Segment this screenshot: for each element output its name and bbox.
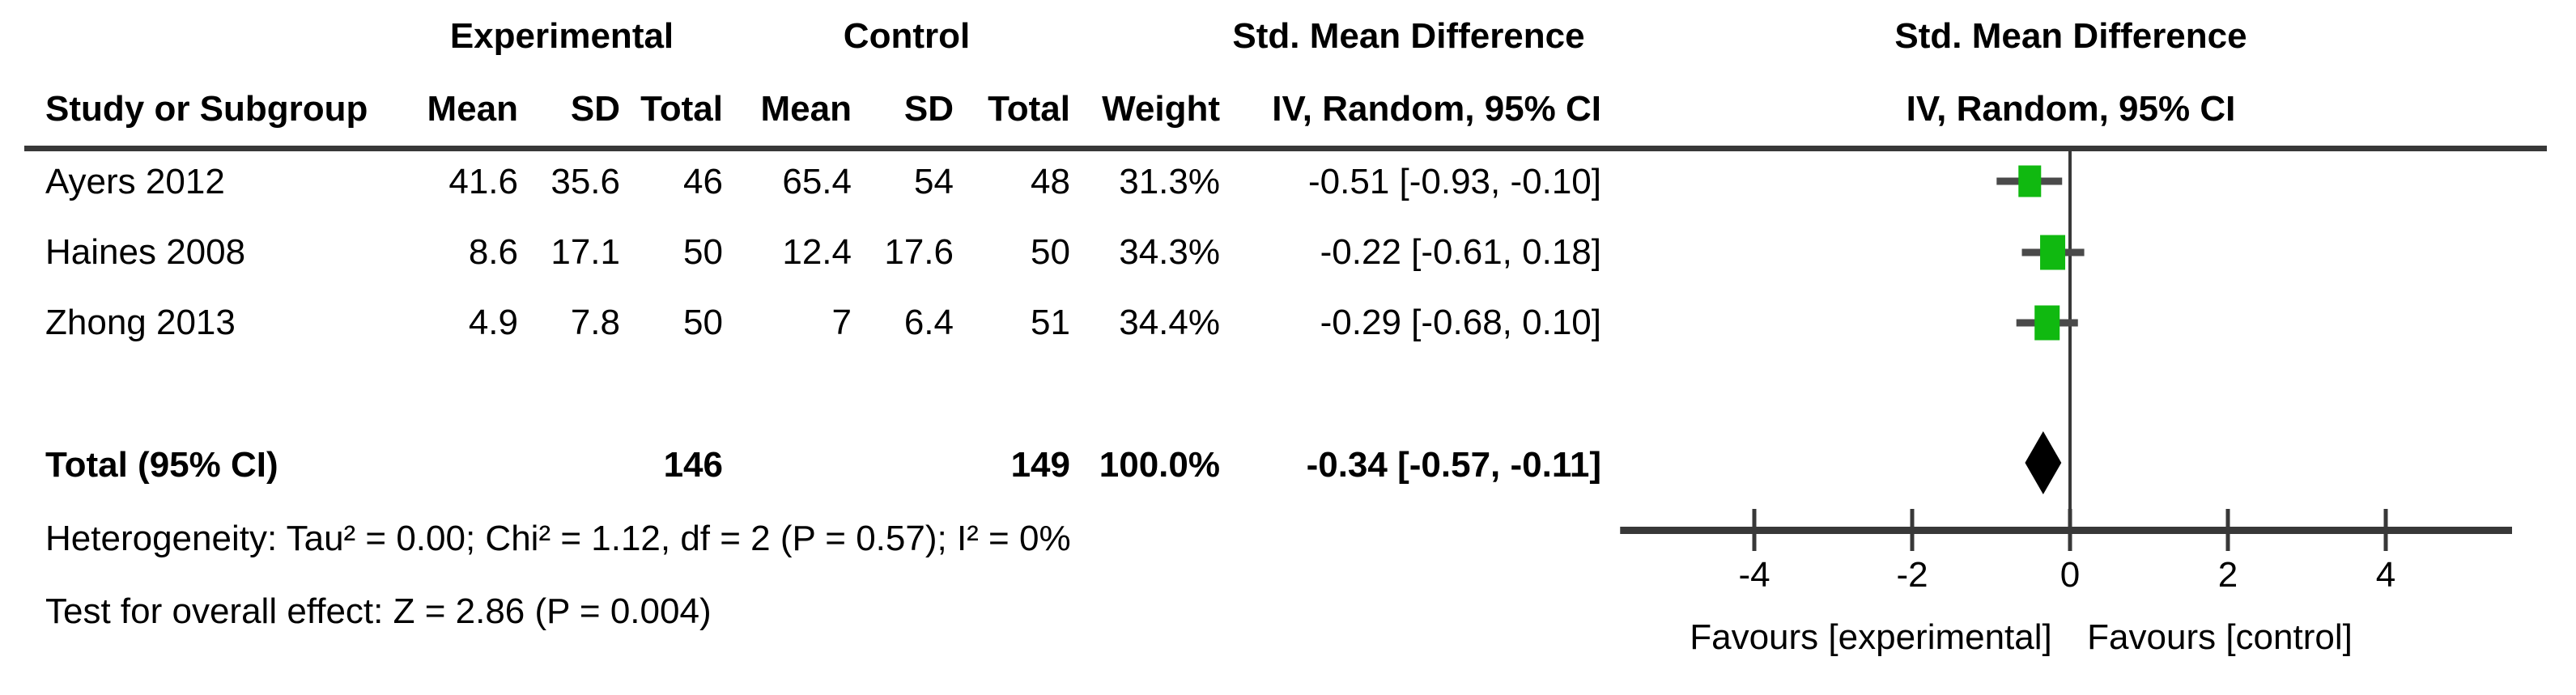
header-weight: Weight bbox=[1102, 89, 1220, 129]
header-smd-subtitle-plot: IV, Random, 95% CI bbox=[1906, 89, 2236, 129]
header-separator-line bbox=[24, 146, 2547, 151]
axis-tick-label: -4 bbox=[1738, 555, 1770, 595]
exp-total: 50 bbox=[683, 232, 723, 272]
smd-ci-text: -0.22 [-0.61, 0.18] bbox=[1320, 232, 1601, 272]
total-smd-ci-text: -0.34 [-0.57, -0.11] bbox=[1306, 445, 1601, 485]
header-exp-total: Total bbox=[640, 89, 723, 129]
header-exp-mean: Mean bbox=[427, 89, 518, 129]
exp-total: 50 bbox=[683, 303, 723, 342]
weight: 31.3% bbox=[1119, 162, 1220, 201]
effect-square-marker bbox=[2018, 165, 2042, 197]
header-smd-title-plot: Std. Mean Difference bbox=[1894, 16, 2247, 56]
axis-tick-label: 0 bbox=[2060, 555, 2081, 595]
study-name: Ayers 2012 bbox=[45, 162, 225, 201]
total-ctrl-total: 149 bbox=[1010, 445, 1070, 485]
header-ctrl-total: Total bbox=[988, 89, 1070, 129]
ctrl-sd: 17.6 bbox=[884, 232, 954, 272]
exp-mean: 41.6 bbox=[448, 162, 518, 201]
axis-tick-label: 4 bbox=[2375, 555, 2396, 595]
axis-tick-label: 2 bbox=[2217, 555, 2238, 595]
axis-tick bbox=[1752, 509, 1757, 551]
header-study-or-subgroup: Study or Subgroup bbox=[45, 89, 368, 129]
axis-tick bbox=[2068, 509, 2072, 551]
axis-tick-label: -2 bbox=[1896, 555, 1928, 595]
ctrl-mean: 65.4 bbox=[782, 162, 852, 201]
ctrl-total: 51 bbox=[1031, 303, 1070, 342]
header-smd-title-table: Std. Mean Difference bbox=[1232, 16, 1585, 56]
axis-tick bbox=[2225, 509, 2230, 551]
axis-tick bbox=[1910, 509, 1915, 551]
ctrl-mean: 12.4 bbox=[782, 232, 852, 272]
axis-line bbox=[1620, 527, 2512, 534]
ctrl-mean: 7 bbox=[831, 303, 852, 342]
header-smd-subtitle-table: IV, Random, 95% CI bbox=[1272, 89, 1601, 129]
smd-ci-text: -0.51 [-0.93, -0.10] bbox=[1308, 162, 1601, 201]
header-ctrl-sd: SD bbox=[903, 89, 954, 129]
exp-sd: 17.1 bbox=[550, 232, 620, 272]
effect-square-marker bbox=[2040, 235, 2066, 270]
ctrl-total: 50 bbox=[1031, 232, 1070, 272]
total-weight: 100.0% bbox=[1099, 445, 1220, 485]
total-exp-total: 146 bbox=[663, 445, 723, 485]
weight: 34.4% bbox=[1119, 303, 1220, 342]
header-exp-sd: SD bbox=[570, 89, 620, 129]
header-group-control: Control bbox=[843, 16, 971, 56]
heterogeneity-text: Heterogeneity: Tau² = 0.00; Chi² = 1.12,… bbox=[45, 519, 1071, 558]
exp-mean: 8.6 bbox=[468, 232, 518, 272]
zero-line bbox=[2068, 150, 2072, 530]
weight: 34.3% bbox=[1119, 232, 1220, 272]
ctrl-sd: 6.4 bbox=[903, 303, 954, 342]
study-name: Zhong 2013 bbox=[45, 303, 236, 342]
study-name: Haines 2008 bbox=[45, 232, 246, 272]
total-diamond bbox=[2025, 431, 2062, 494]
axis-tick bbox=[2383, 509, 2388, 551]
header-ctrl-mean: Mean bbox=[760, 89, 852, 129]
total-label: Total (95% CI) bbox=[45, 445, 278, 485]
ctrl-total: 48 bbox=[1031, 162, 1070, 201]
header-group-experimental: Experimental bbox=[449, 16, 674, 56]
overall-effect-text: Test for overall effect: Z = 2.86 (P = 0… bbox=[45, 591, 712, 631]
exp-mean: 4.9 bbox=[468, 303, 518, 342]
favours-control-label: Favours [control] bbox=[2087, 617, 2353, 657]
exp-total: 46 bbox=[683, 162, 723, 201]
exp-sd: 35.6 bbox=[550, 162, 620, 201]
effect-square-marker bbox=[2034, 305, 2060, 341]
exp-sd: 7.8 bbox=[570, 303, 620, 342]
favours-experimental-label: Favours [experimental] bbox=[1690, 617, 2052, 657]
smd-ci-text: -0.29 [-0.68, 0.10] bbox=[1320, 303, 1601, 342]
ctrl-sd: 54 bbox=[914, 162, 954, 201]
